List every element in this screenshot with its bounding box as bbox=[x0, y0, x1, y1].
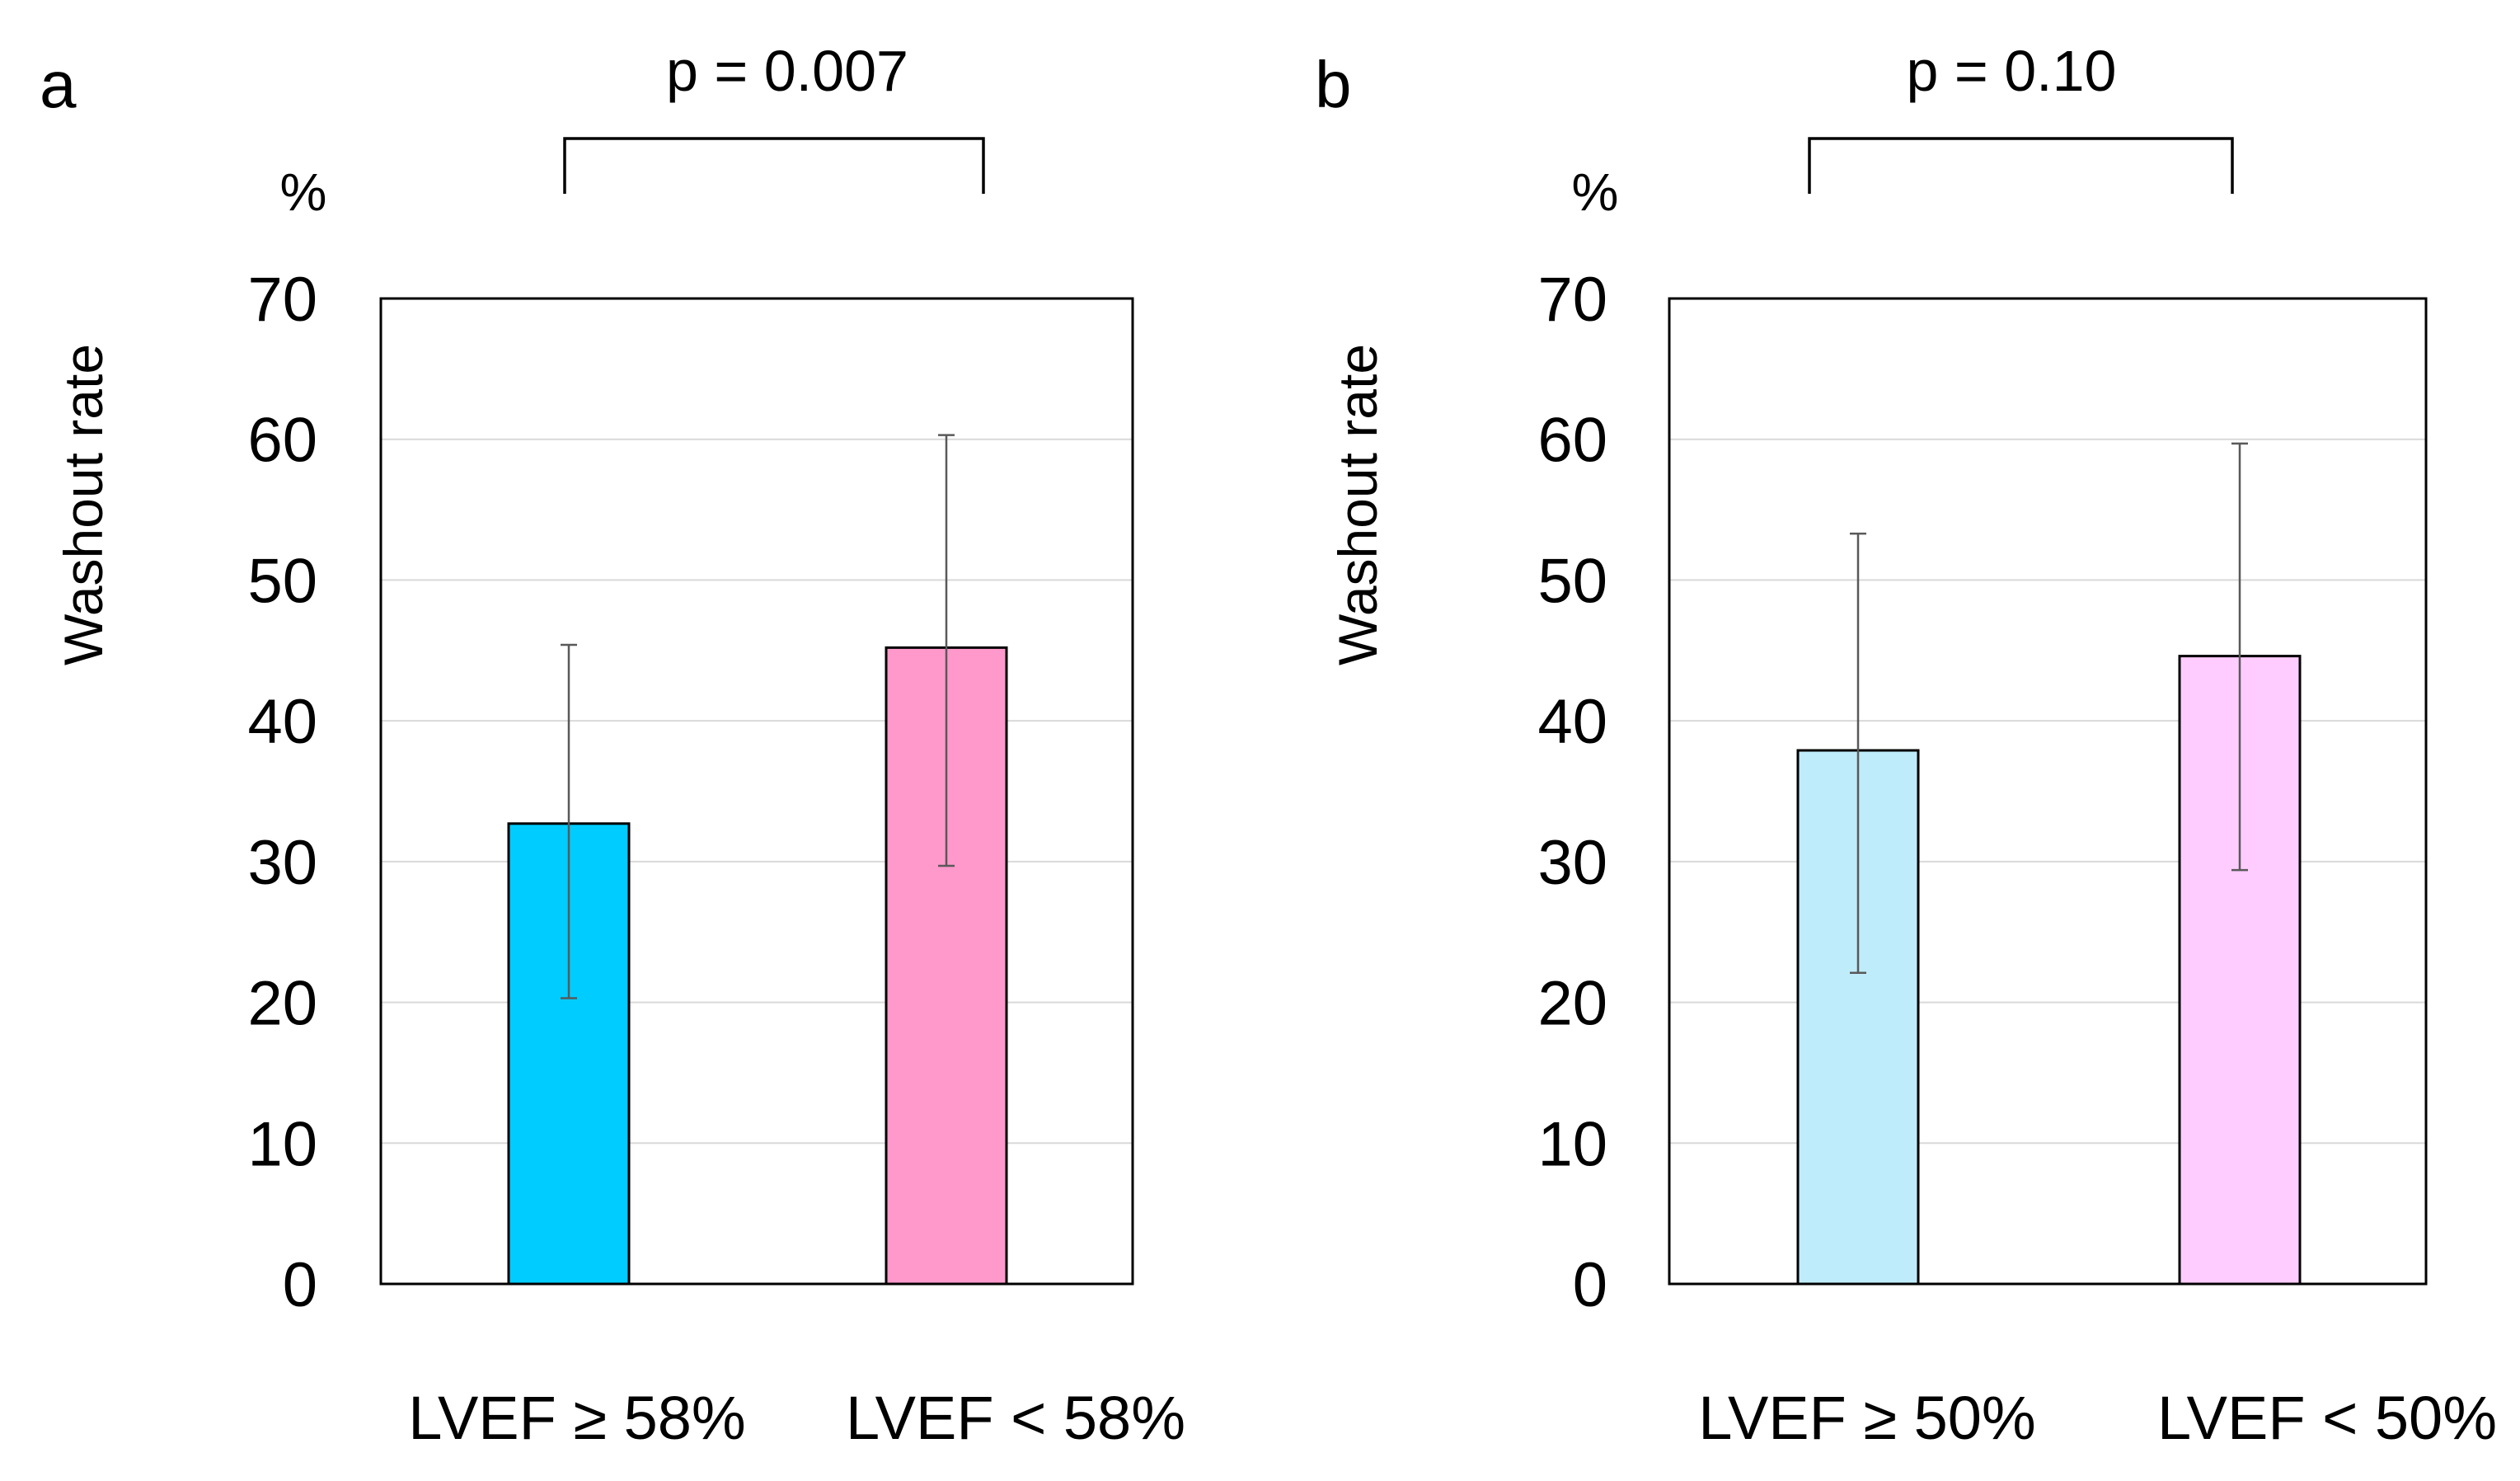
y-tick-label: 70 bbox=[247, 265, 317, 335]
y-tick-label: 20 bbox=[1537, 969, 1607, 1039]
panel-a-letter: a bbox=[40, 48, 77, 121]
panel-b-bars bbox=[1796, 655, 2302, 1286]
category-label: LVEF < 50% bbox=[2157, 1384, 2497, 1452]
panel-b-letter: b bbox=[1315, 48, 1352, 121]
category-label: LVEF < 58% bbox=[846, 1384, 1185, 1452]
y-tick-label: 40 bbox=[1537, 687, 1607, 757]
y-tick-label: 70 bbox=[1537, 265, 1607, 335]
panel-b: b p = 0.10 % Washout rate 0 10 20 30 40 50 60 7… bbox=[1315, 39, 2497, 1452]
y-tick-label: 40 bbox=[247, 687, 317, 757]
category-label: LVEF ≥ 58% bbox=[408, 1384, 745, 1452]
panel-b-y-ticks: 0 10 20 30 40 50 60 70 bbox=[1537, 265, 1607, 1320]
y-tick-label: 20 bbox=[247, 969, 317, 1039]
y-tick-label: 0 bbox=[283, 1250, 317, 1320]
panel-b-error-bars bbox=[1850, 442, 2248, 974]
panel-a-unit-label: % bbox=[280, 162, 327, 222]
error-bar bbox=[561, 643, 577, 999]
y-tick-label: 60 bbox=[1537, 406, 1607, 476]
y-tick-label: 0 bbox=[1573, 1250, 1607, 1320]
panel-b-category-labels: LVEF ≥ 50% LVEF < 50% bbox=[1698, 1384, 2497, 1452]
panel-a-plot-frame bbox=[379, 297, 1134, 1286]
panel-b-plot-frame bbox=[1668, 297, 2428, 1286]
panel-a-y-ticks: 0 10 20 30 40 50 60 70 bbox=[247, 265, 317, 1320]
y-tick-label: 30 bbox=[247, 828, 317, 898]
panel-a-gridlines bbox=[381, 438, 1133, 1145]
error-bar bbox=[2231, 442, 2248, 872]
panel-a-bars bbox=[507, 646, 1008, 1286]
panel-b-gridlines bbox=[1669, 438, 2426, 1145]
y-tick-label: 10 bbox=[247, 1109, 317, 1179]
panel-a-error-bars bbox=[561, 434, 955, 999]
panel-a-y-axis-label: Washout rate bbox=[53, 344, 114, 665]
y-tick-label: 60 bbox=[247, 406, 317, 476]
panel-b-unit-label: % bbox=[1572, 162, 1619, 222]
error-bar bbox=[938, 434, 955, 867]
error-bar bbox=[1850, 532, 1866, 974]
panel-a-p-value: p = 0.007 bbox=[666, 39, 908, 103]
y-tick-label: 10 bbox=[1537, 1109, 1607, 1179]
y-tick-label: 50 bbox=[1537, 546, 1607, 616]
panel-b-p-value: p = 0.10 bbox=[1907, 39, 2117, 103]
category-label: LVEF ≥ 50% bbox=[1698, 1384, 2035, 1452]
panel-b-significance-bracket bbox=[1808, 137, 2234, 194]
panel-b-y-axis-label: Washout rate bbox=[1327, 344, 1388, 665]
panel-a-category-labels: LVEF ≥ 58% LVEF < 58% bbox=[408, 1384, 1185, 1452]
panel-a: a p = 0.007 % Washout rate 0 10 20 30 40 50 60… bbox=[40, 39, 1185, 1452]
panel-a-significance-bracket bbox=[563, 137, 985, 194]
y-tick-label: 30 bbox=[1537, 828, 1607, 898]
y-tick-label: 50 bbox=[247, 546, 317, 616]
